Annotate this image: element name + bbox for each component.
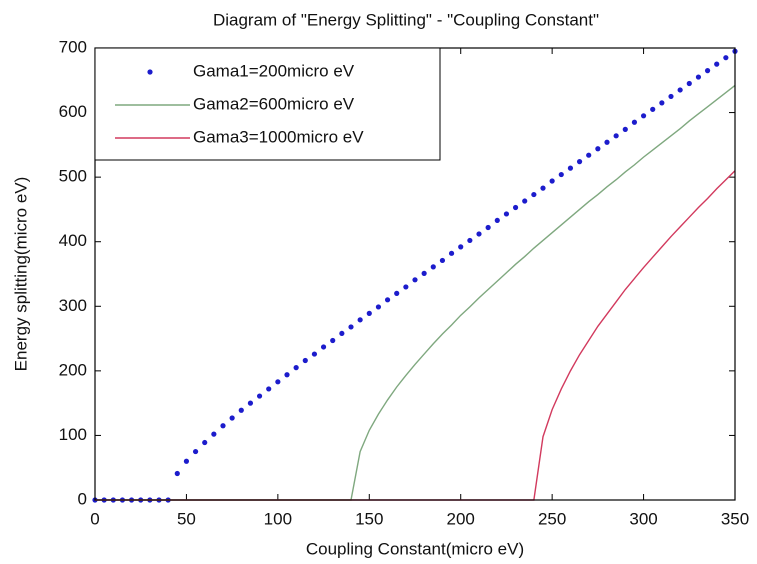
data-point	[384, 297, 391, 303]
data-point	[540, 185, 546, 191]
y-tick-label: 200	[59, 360, 87, 379]
data-point	[467, 237, 473, 244]
data-point	[394, 290, 400, 296]
x-tick-label: 200	[447, 509, 475, 528]
data-point	[247, 400, 254, 406]
data-point	[458, 244, 464, 250]
data-point	[631, 119, 638, 125]
data-point	[485, 224, 491, 231]
y-tick-label: 600	[59, 102, 87, 121]
x-tick-label: 300	[629, 509, 657, 528]
data-point	[302, 357, 308, 364]
data-point	[549, 178, 555, 184]
data-point	[576, 159, 583, 165]
y-tick-label: 100	[59, 425, 87, 444]
data-point	[494, 217, 500, 224]
data-point	[650, 106, 656, 112]
y-tick-label: 0	[78, 489, 87, 508]
x-tick-label: 100	[264, 509, 292, 528]
y-tick-label: 400	[59, 231, 87, 250]
chart-title: Diagram of "Energy Splitting" - "Couplin…	[213, 10, 599, 29]
data-point	[586, 152, 592, 158]
y-tick-label: 500	[59, 167, 87, 186]
data-point	[686, 80, 692, 87]
data-point	[174, 470, 180, 477]
legend-marker	[147, 69, 153, 75]
data-point	[512, 204, 519, 211]
y-tick-label: 300	[59, 296, 87, 315]
legend-label: Gama3=1000micro eV	[193, 127, 364, 146]
data-point	[211, 431, 217, 437]
data-point	[613, 133, 619, 139]
data-point	[320, 344, 327, 350]
data-point	[595, 146, 601, 152]
data-point	[604, 139, 610, 145]
data-point	[202, 439, 208, 446]
data-point	[403, 284, 409, 290]
data-point	[522, 198, 528, 204]
data-point	[256, 393, 263, 399]
data-point	[412, 277, 418, 283]
data-point	[668, 93, 674, 100]
data-point	[558, 171, 564, 178]
data-point	[503, 211, 510, 217]
data-point	[357, 317, 363, 323]
data-point	[430, 264, 436, 270]
legend-label: Gama1=200micro eV	[193, 61, 355, 80]
legend-box	[94, 47, 441, 161]
data-point	[476, 231, 482, 237]
data-point	[695, 74, 702, 80]
data-point	[229, 415, 235, 421]
data-point	[183, 458, 190, 464]
data-point	[448, 250, 455, 256]
data-point	[220, 423, 226, 429]
data-point	[192, 448, 199, 455]
legend-label: Gama2=600micro eV	[193, 94, 355, 113]
data-point	[330, 337, 336, 344]
data-point	[275, 379, 281, 385]
data-point	[714, 61, 720, 67]
data-point	[311, 351, 318, 357]
x-axis-label: Coupling Constant(micro eV)	[306, 539, 524, 558]
y-tick-label: 700	[59, 37, 87, 56]
data-point	[238, 407, 244, 413]
x-tick-label: 150	[355, 509, 383, 528]
data-point	[339, 330, 345, 337]
data-point	[723, 55, 729, 61]
y-axis-label: Energy splitting(micro eV)	[11, 177, 30, 372]
data-point	[640, 113, 647, 119]
data-point	[293, 365, 299, 371]
data-point	[439, 257, 446, 264]
data-point	[622, 126, 628, 132]
x-tick-label: 250	[538, 509, 566, 528]
x-tick-label: 350	[721, 509, 749, 528]
data-point	[567, 165, 574, 171]
data-point	[366, 310, 372, 316]
x-tick-label: 50	[177, 509, 196, 528]
data-point	[375, 304, 382, 310]
data-point	[704, 68, 711, 74]
data-point	[659, 100, 665, 106]
x-tick-label: 0	[90, 509, 99, 528]
data-point	[421, 270, 427, 276]
data-point	[266, 386, 272, 392]
data-point	[677, 87, 683, 93]
data-point	[348, 324, 354, 330]
data-point	[531, 191, 537, 198]
data-point	[284, 372, 290, 378]
